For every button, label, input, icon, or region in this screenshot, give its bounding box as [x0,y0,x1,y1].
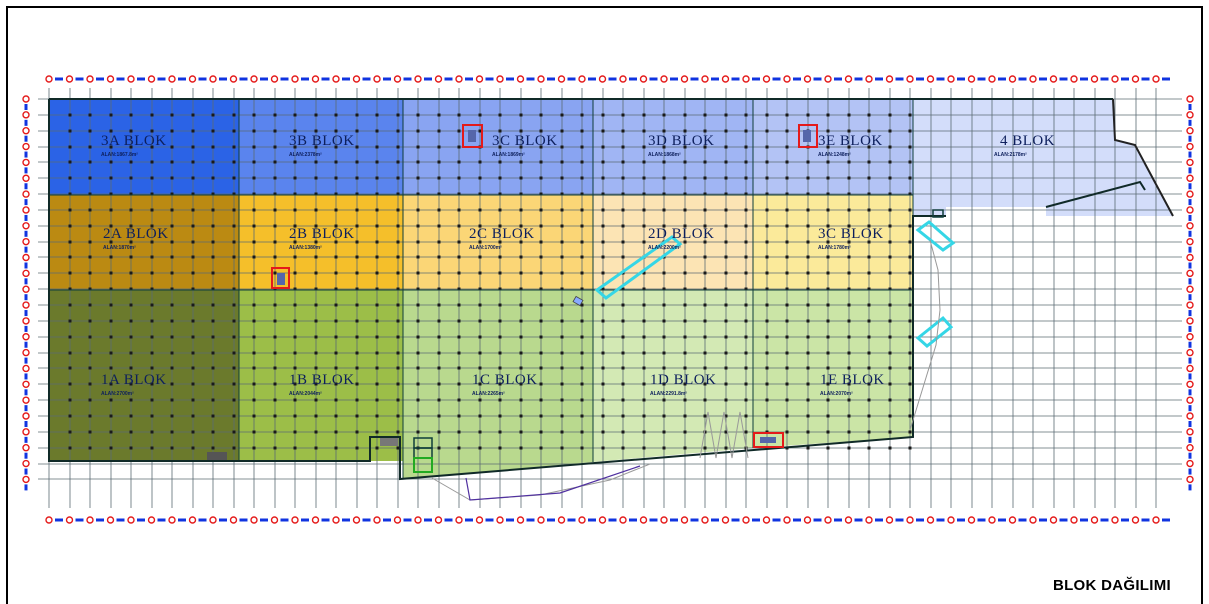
block-label-4: 4 BLOK [1000,133,1055,149]
block-label-2d: 2D BLOK [648,226,714,242]
block-label-3c: 3C BLOK [492,133,558,149]
block-area-2c: ALAN:1700m² [469,245,502,251]
block-3c-lower[interactable] [753,195,913,290]
block-area-1c: ALAN:2265m² [472,391,505,397]
block-1e[interactable] [753,290,913,448]
block-label-2c: 2C BLOK [469,226,535,242]
plan-details [207,124,956,501]
dimension-markers [22,75,1194,524]
block-area-1a: ALAN:2700m² [101,391,134,397]
block-1a[interactable] [49,290,239,461]
block-2a[interactable] [49,195,239,290]
block-label-3a: 3A BLOK [101,133,167,149]
block-area-2b: ALAN:1380m² [289,245,322,251]
block-label-2b: 2B BLOK [289,226,355,242]
block-label-1c: 1C BLOK [472,372,538,388]
block-area-1b: ALAN:2044m² [289,391,322,397]
block-label-1a: 1A BLOK [101,372,167,388]
block-label-3d: 3D BLOK [648,133,714,149]
structural-grid [38,88,1182,508]
block-label-1e: 1E BLOK [820,372,885,388]
block-label-2a: 2A BLOK [103,226,169,242]
block-label-3e: 3E BLOK [818,133,883,149]
block-area-3b: ALAN:2378m² [289,152,322,158]
building-outline [48,98,1174,481]
column-points [68,113,912,450]
block-2c[interactable] [403,195,593,290]
block-area-3d: ALAN:1868m² [648,152,681,158]
block-area-3c: ALAN:1869m² [492,152,525,158]
block-area-1e: ALAN:2070m² [820,391,853,397]
block-labels: 3A BLOK ALAN:1867.8m² 3B BLOK ALAN:2378m… [101,133,1055,397]
block-area-3a: ALAN:1867.8m² [101,152,138,158]
drawing-border [6,6,1203,604]
block-label-3c-lower: 3C BLOK [818,226,884,242]
block-label-1b: 1B BLOK [289,372,355,388]
drawing-title: BLOK DAĞILIMI [1052,577,1171,594]
block-4[interactable] [913,99,1173,216]
block-label-3b: 3B BLOK [289,133,355,149]
block-label-1d: 1D BLOK [650,372,716,388]
block-area-3c-lower: ALAN:1780m² [818,245,851,251]
block-1d[interactable] [593,290,753,462]
block-area-1d: ALAN:2291.8m² [650,391,687,397]
block-area-2d: ALAN:2200m² [648,245,681,251]
block-area-4: ALAN:2178m² [994,152,1027,158]
block-area-3e: ALAN:1248m² [818,152,851,158]
block-area-2a: ALAN:1870m² [103,245,136,251]
